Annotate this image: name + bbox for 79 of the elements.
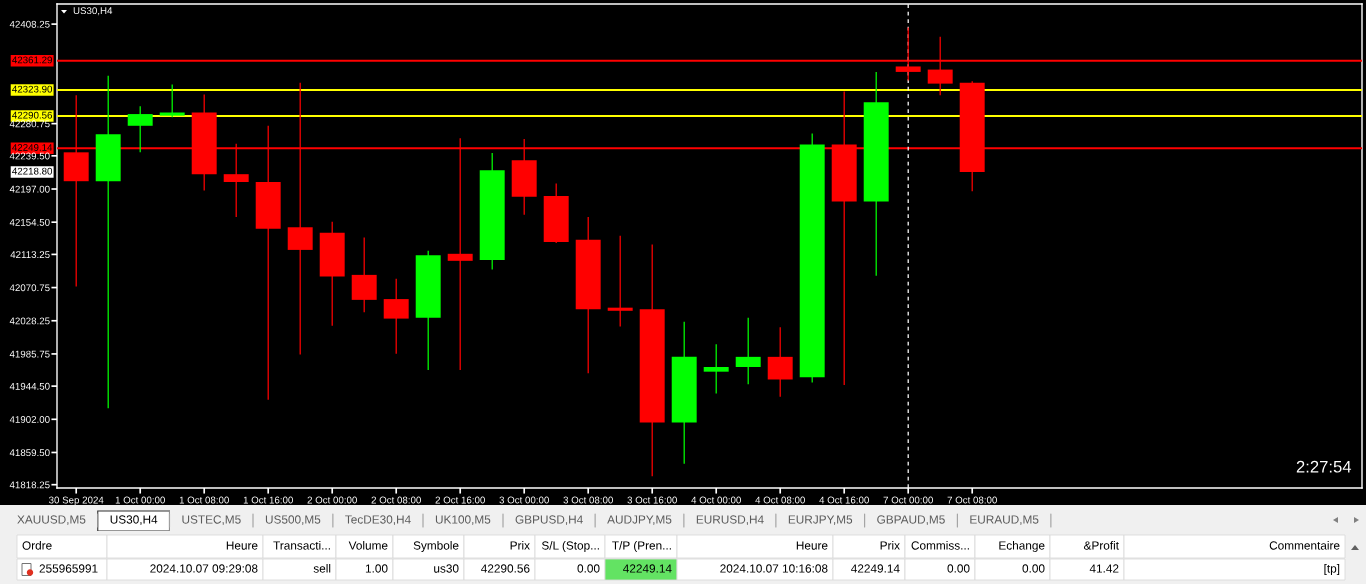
text: EURAUD,M5 bbox=[970, 515, 1039, 526]
text: us30 bbox=[434, 564, 459, 573]
x-tick-label: 7 Oct 08:00 bbox=[947, 496, 997, 504]
text: 42249.14 bbox=[851, 564, 900, 573]
ref-line-label: 42249.14 bbox=[12, 144, 53, 151]
x-tick-label: 2 Oct 00:00 bbox=[307, 496, 357, 504]
text: Prix bbox=[880, 541, 900, 550]
x-tick-label: 1 Oct 16:00 bbox=[243, 496, 293, 504]
text: US30,H4 bbox=[110, 515, 158, 526]
text: USTEC,M5 bbox=[182, 515, 241, 526]
y-tick-label: 42113.25 bbox=[10, 251, 50, 259]
text: 0.00 bbox=[947, 564, 970, 573]
text: 0.00 bbox=[1022, 564, 1045, 573]
y-tick-label: 42239.50 bbox=[9, 152, 50, 160]
text: US500,M5 bbox=[265, 515, 321, 526]
text: 41.42 bbox=[1089, 564, 1119, 573]
text: Volume bbox=[348, 541, 388, 550]
text: AUDJPY,M5 bbox=[607, 515, 672, 526]
text: 2024.10.07 09:29:08 bbox=[150, 564, 258, 573]
y-tick-label: 41985.75 bbox=[9, 350, 50, 358]
text: Ordre bbox=[22, 541, 52, 550]
text: GBPUSD,H4 bbox=[515, 515, 583, 526]
y-tick-label: 41818.25 bbox=[9, 481, 50, 489]
x-tick-label: 1 Oct 00:00 bbox=[115, 496, 165, 504]
text: Heure bbox=[796, 541, 828, 550]
text: 2:27:54 bbox=[1296, 460, 1352, 473]
ref-line-label: 42361.29 bbox=[12, 56, 52, 64]
text: sell bbox=[313, 564, 331, 573]
text: EURJPY,M5 bbox=[788, 515, 853, 526]
text: EURUSD,H4 bbox=[696, 515, 764, 526]
ref-line-label: 42290.56 bbox=[12, 111, 53, 119]
text: 42218.80 bbox=[12, 167, 53, 175]
text: TecDE30,H4 bbox=[345, 515, 411, 526]
ref-line-label: 42323.90 bbox=[12, 85, 53, 93]
y-tick-label: 42070.75 bbox=[9, 284, 50, 292]
x-tick-label: 4 Oct 00:00 bbox=[691, 496, 741, 504]
text: 0.00 bbox=[577, 564, 600, 573]
y-tick-label: 42197.00 bbox=[9, 185, 50, 193]
x-tick-label: 1 Oct 08:00 bbox=[179, 496, 229, 504]
text: 1.00 bbox=[365, 564, 388, 573]
text: GBPAUD,M5 bbox=[877, 515, 945, 526]
candlestick bbox=[735, 317, 761, 385]
y-tick-label: 41902.00 bbox=[9, 416, 50, 423]
y-tick-label: 42028.25 bbox=[9, 317, 50, 325]
candlestick bbox=[159, 83, 185, 118]
text: 42249.14 bbox=[623, 564, 672, 573]
text: XAUUSD,M5 bbox=[17, 515, 86, 526]
y-tick-label: 41859.50 bbox=[9, 449, 50, 457]
text: 42290.56 bbox=[481, 564, 530, 573]
y-tick-label: 42408.25 bbox=[9, 20, 50, 28]
y-tick-label: 42154.50 bbox=[9, 218, 50, 226]
text: Symbole bbox=[413, 541, 459, 552]
text: 255965991 bbox=[39, 564, 98, 573]
text: Prix bbox=[510, 541, 530, 550]
text: Commentaire bbox=[1269, 541, 1340, 550]
x-tick-label: 2 Oct 08:00 bbox=[371, 496, 421, 504]
x-tick-label: 4 Oct 16:00 bbox=[819, 496, 869, 504]
text: Transacti... bbox=[273, 541, 330, 550]
y-tick-label: 41944.50 bbox=[9, 382, 50, 390]
text: &Profit bbox=[1083, 541, 1119, 550]
text: S/L (Stop... bbox=[541, 541, 599, 552]
chart-title: US30,H4 bbox=[73, 7, 113, 16]
text: [tp] bbox=[1324, 564, 1340, 575]
text: Heure bbox=[226, 541, 258, 550]
x-tick-label: 4 Oct 08:00 bbox=[755, 496, 805, 504]
text: 2024.10.07 10:16:08 bbox=[720, 564, 828, 573]
y-tick-label: 42280.75 bbox=[9, 120, 50, 128]
candlestick bbox=[607, 235, 633, 328]
candlestick bbox=[703, 343, 729, 395]
text: UK100,M5 bbox=[435, 515, 491, 526]
x-tick-label: 30 Sep 2024 bbox=[49, 496, 104, 506]
x-tick-label: 7 Oct 00:00 bbox=[883, 496, 933, 504]
text: Echange bbox=[999, 541, 1045, 552]
x-tick-label: 2 Oct 16:00 bbox=[435, 496, 485, 504]
x-tick-label: 3 Oct 00:00 bbox=[499, 496, 549, 504]
x-tick-label: 3 Oct 16:00 bbox=[627, 496, 677, 504]
x-tick-label: 3 Oct 08:00 bbox=[563, 496, 613, 504]
text: T/P (Pren... bbox=[612, 541, 671, 552]
text: Commiss... bbox=[911, 541, 969, 550]
